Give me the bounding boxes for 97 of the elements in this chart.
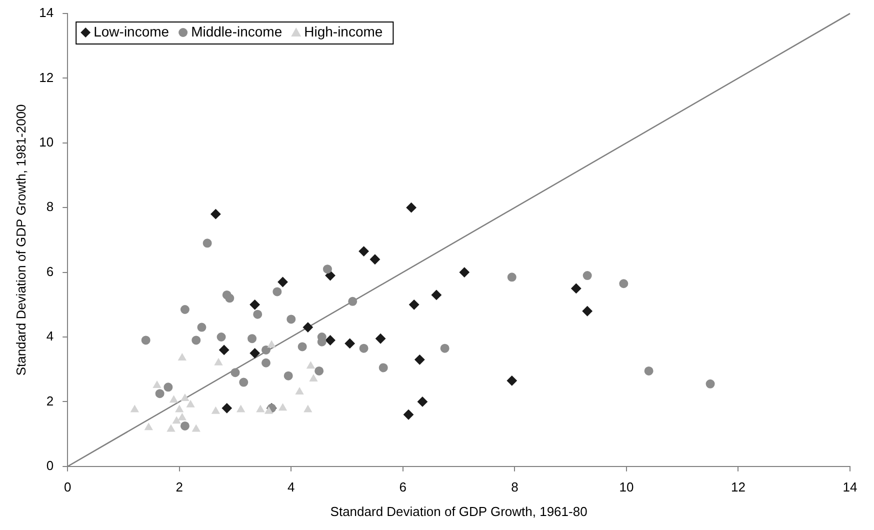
point bbox=[219, 344, 230, 355]
point bbox=[236, 405, 245, 412]
point bbox=[376, 334, 386, 344]
point bbox=[264, 406, 273, 414]
point bbox=[404, 410, 414, 420]
point bbox=[322, 264, 332, 274]
point bbox=[296, 387, 304, 394]
point bbox=[248, 334, 257, 344]
point bbox=[406, 202, 416, 213]
point bbox=[214, 358, 222, 366]
x-tick-label: 2 bbox=[176, 479, 183, 494]
point bbox=[186, 400, 195, 408]
point bbox=[348, 296, 358, 306]
y-tick-label: 8 bbox=[46, 199, 54, 214]
point bbox=[192, 336, 201, 345]
point bbox=[459, 267, 470, 278]
point bbox=[325, 335, 336, 346]
point bbox=[170, 396, 178, 403]
point bbox=[256, 405, 264, 412]
point bbox=[210, 209, 221, 220]
point bbox=[153, 381, 161, 388]
point bbox=[582, 306, 592, 316]
point bbox=[180, 305, 190, 314]
x-axis-title: Standard Deviation of GDP Growth, 1961-80 bbox=[330, 504, 588, 519]
point bbox=[268, 340, 276, 348]
point bbox=[370, 254, 380, 264]
point bbox=[344, 338, 355, 348]
point bbox=[706, 379, 715, 388]
point bbox=[302, 322, 313, 332]
point bbox=[178, 413, 186, 420]
x-tick-label: 12 bbox=[730, 479, 746, 494]
point bbox=[230, 368, 240, 378]
point bbox=[571, 283, 582, 294]
legend-label: Low-income bbox=[94, 23, 170, 40]
y-tick-label: 14 bbox=[39, 5, 54, 20]
point bbox=[212, 406, 220, 414]
point bbox=[619, 279, 628, 288]
point bbox=[314, 366, 324, 376]
point bbox=[414, 354, 425, 365]
point bbox=[141, 336, 150, 345]
point bbox=[180, 394, 189, 401]
y-tick-label: 4 bbox=[46, 328, 54, 344]
point bbox=[358, 246, 369, 256]
x-tick-label: 4 bbox=[288, 479, 295, 494]
x-tick-label: 0 bbox=[64, 479, 72, 494]
point bbox=[506, 376, 517, 386]
point bbox=[272, 287, 282, 296]
point bbox=[175, 405, 184, 412]
point bbox=[304, 405, 312, 412]
point bbox=[278, 404, 287, 411]
y-tick-label: 0 bbox=[46, 458, 54, 473]
point bbox=[644, 366, 654, 376]
point bbox=[225, 294, 234, 303]
point bbox=[298, 342, 307, 352]
legend-label: High-income bbox=[304, 23, 383, 40]
legend-label: Middle-income bbox=[191, 23, 282, 40]
point bbox=[261, 358, 270, 368]
point bbox=[582, 271, 592, 280]
y-tick-label: 6 bbox=[46, 264, 54, 279]
point bbox=[178, 354, 186, 361]
point bbox=[172, 416, 181, 424]
point bbox=[378, 363, 388, 372]
y-tick-label: 2 bbox=[46, 393, 54, 408]
point bbox=[167, 424, 175, 432]
y-tick-label: 10 bbox=[39, 134, 54, 150]
point bbox=[192, 424, 200, 432]
point bbox=[216, 332, 226, 342]
point bbox=[417, 396, 428, 407]
point bbox=[250, 348, 260, 358]
point bbox=[507, 272, 516, 282]
point bbox=[261, 345, 270, 354]
point bbox=[222, 403, 232, 414]
point bbox=[440, 344, 450, 353]
point bbox=[202, 238, 212, 248]
point bbox=[286, 314, 296, 324]
y-tick-label: 12 bbox=[39, 70, 54, 85]
point bbox=[409, 300, 420, 310]
point bbox=[144, 423, 153, 430]
x-tick-label: 6 bbox=[399, 479, 407, 494]
point bbox=[278, 277, 288, 288]
point bbox=[253, 310, 262, 319]
point bbox=[197, 322, 206, 332]
x-tick-label: 10 bbox=[619, 479, 634, 494]
point bbox=[180, 421, 190, 430]
point bbox=[431, 290, 442, 300]
x-tick-label: 8 bbox=[511, 479, 518, 494]
point bbox=[155, 389, 164, 398]
y-axis-title: Standard Deviation of GDP Growth, 1981-2000 bbox=[13, 104, 28, 376]
point bbox=[164, 382, 173, 392]
point bbox=[310, 374, 318, 382]
point bbox=[239, 378, 248, 387]
x-tick-label: 14 bbox=[842, 479, 858, 494]
point bbox=[130, 405, 139, 412]
point bbox=[306, 362, 315, 369]
point bbox=[284, 371, 293, 380]
point bbox=[359, 344, 368, 353]
point bbox=[250, 300, 260, 310]
